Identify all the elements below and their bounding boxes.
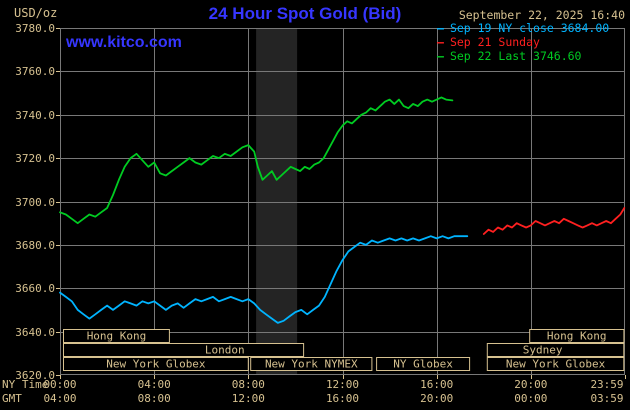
x-tick-label-gmt: 20:00 [420,392,454,405]
ny-time-axis-label: NY Time [2,378,49,391]
x-tick-label-gmt: 12:00 [231,392,265,405]
y-tick-label: 3720.0 [15,152,55,165]
session-label: NY Globex [393,358,453,371]
legend-item-sep21: – Sep 21 Sunday [437,35,609,49]
session-box-new-york-globex [63,357,249,371]
x-tick-label-gmt: 03:59 [590,392,624,405]
session-box-hong-kong [529,329,625,343]
y-tick-label: 3660.0 [15,282,55,295]
session-box-new-york-globex [486,357,625,371]
y-tick-label: 3640.0 [15,326,55,339]
legend-swatch-sep21: – [437,35,444,49]
chart-title: 24 Hour Spot Gold (Bid) [208,4,402,23]
legend-swatch-sep22: – [437,49,444,63]
x-tick-label-ny: 16:00 [420,378,454,391]
legend-item-sep22: – Sep 22 Last 3746.60 [437,49,609,63]
x-tick-label-ny: 20:00 [514,378,548,391]
y-tick-label: 3680.0 [15,239,55,252]
legend-swatch-sep19: – [437,21,444,35]
session-label: New York Globex [106,358,206,371]
y-tick-label: 3740.0 [15,109,55,122]
session-label: Hong Kong [547,330,607,343]
chart-timestamp: September 22, 2025 16:40 [458,8,625,22]
legend-item-sep19: – Sep 19 NY close 3684.00 [437,21,609,35]
session-box-hong-kong [63,329,170,343]
session-label: Sydney [523,344,563,357]
x-tick-label-gmt: 08:00 [137,392,171,405]
session-label: New York NYMEX [265,358,358,371]
x-tick-label-gmt: 16:00 [325,392,360,405]
x-tick-label-gmt: 00:00 [514,392,548,405]
session-box-ny-globex [376,357,471,371]
series-line-sep19 [59,235,469,324]
x-tick-label-ny: 08:00 [231,378,265,391]
x-tick-label-ny: 00:00 [43,378,77,391]
legend-label: Sep 21 Sunday [449,35,540,49]
y-tick-label: 3760.0 [15,65,55,78]
plot-border [60,28,625,375]
shaded-session-band [256,28,298,375]
session-label: London [205,344,245,357]
series-line-sep21 [482,207,626,235]
chart-legend: – Sep 19 NY close 3684.00– Sep 21 Sunday – S… [437,21,609,63]
y-tick-label: 3620.0 [15,369,55,382]
session-box-london [63,343,305,357]
x-tick-label-gmt: 04:00 [43,392,77,405]
x-tick-label-ny: 23:59 [590,378,624,391]
y-tick-label: 3780.0 [15,22,55,35]
kitco-watermark-link[interactable]: www.kitco.com [66,34,182,51]
legend-label: Sep 22 Last 3746.60 [449,49,582,63]
x-tick-label-ny: 04:00 [137,378,171,391]
gmt-axis-label: GMT [2,392,22,405]
session-label: Hong Kong [87,330,147,343]
session-label: New York Globex [506,358,606,371]
legend-label: Sep 19 NY close 3684.00 [449,21,610,35]
price-unit-label: USD/oz [14,6,58,20]
session-box-sydney [486,343,625,357]
session-box-new-york-nymex [250,357,373,371]
y-tick-label: 3700.0 [15,196,55,209]
x-tick-label-ny: 12:00 [325,378,360,391]
series-line-sep22 [59,96,454,225]
